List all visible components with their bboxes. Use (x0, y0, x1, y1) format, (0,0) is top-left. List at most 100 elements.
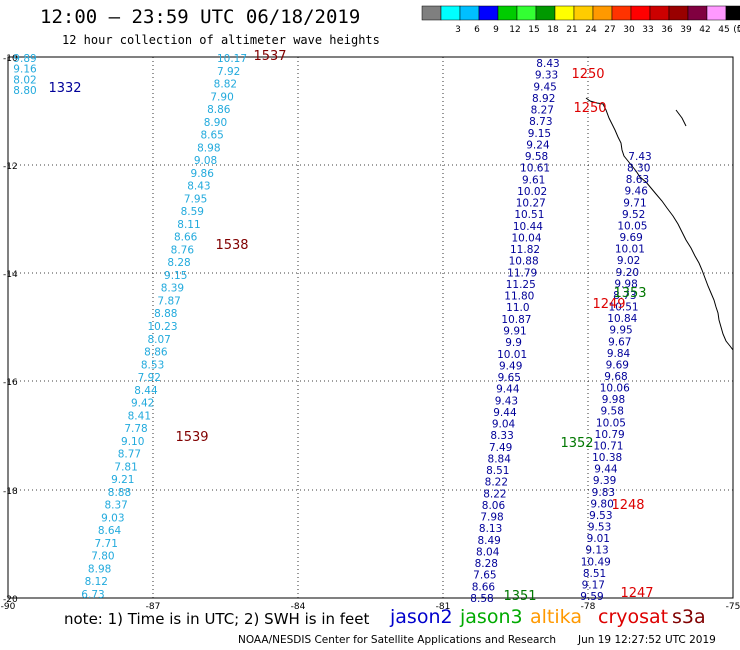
colorbar-swatch (630, 5, 651, 21)
track-time-label: 1351 (503, 589, 536, 604)
swh-value: 8.49 (477, 535, 500, 547)
swh-value: 8.51 (486, 465, 509, 477)
swh-value: 9.58 (525, 151, 548, 163)
colorbar-tick-label: 33 (642, 25, 653, 35)
colorbar-swatch (497, 5, 518, 21)
swh-value: 8.41 (128, 410, 151, 422)
swh-value: 8.53 (141, 359, 164, 371)
swh-value: 10.01 (615, 244, 645, 256)
swh-value: 9.39 (593, 475, 616, 487)
swh-value: 8.39 (161, 283, 184, 295)
swh-value: 8.73 (613, 290, 636, 302)
lat-tick-label: -16 (3, 378, 18, 388)
lon-tick-label: -87 (146, 602, 161, 612)
swh-value: 8.37 (104, 500, 127, 512)
swh-value: 10.02 (517, 186, 547, 198)
swh-value: 8.07 (147, 334, 170, 346)
coastline-path (675, 109, 687, 127)
swh-value: 8.64 (98, 525, 122, 537)
track-time-label: 1250 (573, 101, 606, 116)
colorbar-tick-label: 3 (455, 25, 461, 35)
swh-value: 8.73 (529, 116, 552, 128)
track-time-label: 1249 (592, 297, 625, 312)
swh-value: 7.87 (157, 295, 180, 307)
colorbar-swatch (706, 5, 727, 21)
swh-value: 10.01 (497, 349, 527, 361)
swh-value: 8.22 (485, 477, 508, 489)
swh-value: 8.02 (13, 74, 36, 86)
swh-value: 9.65 (498, 372, 521, 384)
swh-value: 8.44 (134, 385, 158, 397)
swh-value: 7.65 (473, 570, 496, 582)
coastline-path (585, 97, 734, 351)
swh-value: 9.15 (528, 128, 551, 140)
lon-tick-label: -75 (726, 602, 740, 612)
swh-value: 8.06 (482, 500, 506, 512)
colorbar-swatch (725, 5, 740, 21)
swh-value: 9.61 (522, 174, 545, 186)
lon-tick-label: -78 (581, 602, 596, 612)
swh-value: 8.88 (108, 487, 131, 499)
swh-value: 7.98 (480, 512, 503, 524)
swh-value: 9.9 (505, 337, 522, 349)
swh-value: 9.03 (101, 512, 124, 524)
swh-value: 11.25 (506, 279, 536, 291)
swh-value: 9.68 (604, 371, 627, 383)
colorbar-tick-label: 42 (699, 25, 710, 35)
swh-value: 10.27 (516, 198, 546, 210)
swh-value: 10.06 (600, 383, 630, 395)
swh-value: 9.17 (582, 579, 605, 591)
swh-value: 7.43 (628, 151, 651, 163)
swh-value: 10.87 (501, 314, 531, 326)
swh-value: 9.43 (495, 395, 518, 407)
swh-value: 9.02 (617, 255, 640, 267)
swh-value: 10.23 (147, 321, 177, 333)
swh-value: 9.44 (496, 384, 520, 396)
swh-value: 8.77 (118, 449, 141, 461)
colorbar-swatch (592, 5, 613, 21)
swh-value: 8.51 (583, 568, 606, 580)
swh-value: 10.84 (607, 313, 637, 325)
colorbar-swatch (535, 5, 556, 21)
colorbar-tick-label: 15 (528, 25, 539, 35)
page-title: 12:00 — 23:59 UTC 06/18/2019 (40, 6, 361, 28)
lat-tick-label: -14 (3, 270, 18, 280)
swh-value: 8.92 (532, 93, 555, 105)
track-time-label: 1332 (48, 81, 81, 96)
colorbar-tick-label: 6 (474, 25, 480, 35)
colorbar-tick-label: 39 (680, 25, 692, 35)
swh-value: 8.66 (472, 581, 496, 593)
colorbar-swatch (668, 5, 689, 21)
swh-value: 8.90 (204, 117, 227, 129)
track-time-label: 1538 (215, 238, 248, 253)
swh-value: 10.79 (595, 429, 625, 441)
swh-value: 9.15 (164, 270, 187, 282)
colorbar-tick-label: 12 (509, 25, 520, 35)
swh-value: 10.38 (592, 452, 622, 464)
swh-value: 8.84 (488, 453, 512, 465)
swh-value: 7.90 (210, 91, 233, 103)
swh-value: 9.83 (592, 487, 615, 499)
swh-value: 9.98 (614, 278, 637, 290)
lon-tick-label: -90 (1, 602, 16, 612)
swh-value: 9.21 (111, 474, 134, 486)
swh-value: 11.0 (506, 302, 529, 314)
track-time-label: 1250 (571, 67, 604, 82)
swh-value: 7.95 (184, 193, 207, 205)
colorbar-unit: (ft) (733, 25, 740, 35)
swh-value: 9.20 (616, 267, 639, 279)
swh-value: 9.71 (623, 197, 646, 209)
note-text: note: 1) Time is in UTC; 2) SWH is in fe… (64, 610, 370, 628)
swh-value: 8.59 (181, 206, 204, 218)
swh-value: 8.76 (171, 244, 195, 256)
swh-value: 11.80 (504, 291, 534, 303)
page-subtitle: 12 hour collection of altimeter wave hei… (62, 33, 380, 47)
swh-value: 10.04 (511, 232, 541, 244)
lat-tick-label: -10 (3, 54, 18, 64)
swh-value: 9.95 (609, 325, 632, 337)
swh-value: 8.33 (490, 430, 513, 442)
track-time-label: 1353 (613, 286, 646, 301)
swh-value: 9.58 (601, 406, 624, 418)
swh-value: 9.86 (191, 168, 215, 180)
